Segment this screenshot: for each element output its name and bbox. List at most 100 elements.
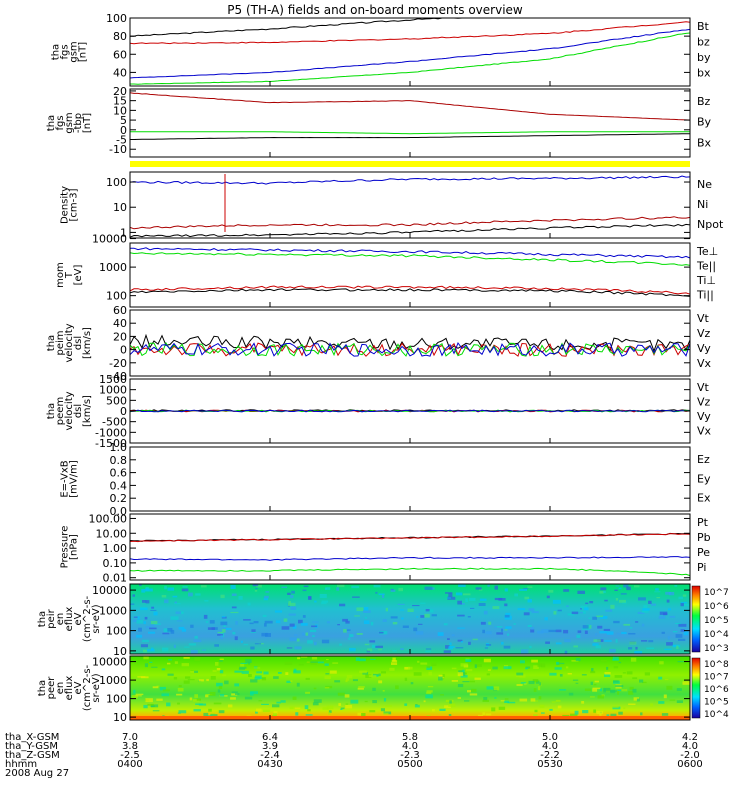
- spectrogram-cell: [150, 609, 157, 611]
- spectrogram-cell: [606, 666, 609, 670]
- y-tick-label: 10: [113, 201, 127, 214]
- spectrogram-cell: [321, 600, 329, 603]
- spectrogram-cell: [289, 706, 295, 710]
- spectrogram-cell: [150, 620, 158, 625]
- spectrogram-cell: [623, 584, 629, 588]
- spectrogram-cell: [264, 623, 267, 627]
- legend-ey: Ey: [697, 472, 711, 485]
- spectrogram-cell: [133, 619, 139, 622]
- spectrogram-cell: [613, 680, 619, 683]
- spectrogram-cell: [466, 669, 473, 672]
- spectrogram-cell: [378, 593, 385, 596]
- spectrogram-cell: [234, 670, 243, 673]
- spectrogram-cell: [426, 665, 431, 668]
- spectrogram-cell: [210, 676, 216, 680]
- spectrogram-cell: [482, 712, 486, 715]
- y-axis-label: peem: [55, 397, 66, 425]
- spectrogram-cell: [553, 611, 557, 615]
- spectrogram-cell: [467, 616, 471, 618]
- y-tick-label: 10.00: [96, 527, 128, 540]
- spectrogram-cell: [619, 658, 624, 660]
- orbit-value: 0530: [537, 759, 562, 770]
- spectrogram-cell: [224, 680, 229, 685]
- spectrogram-cell: [192, 699, 200, 702]
- spectrogram-cell: [613, 666, 619, 669]
- series-line-red: [129, 285, 691, 295]
- y-tick-label: 60: [113, 48, 127, 61]
- spectrogram-cell: [491, 707, 496, 712]
- spectrogram-cell: [286, 680, 291, 683]
- spectrogram-cell: [567, 613, 574, 616]
- spectrogram-cell: [370, 621, 374, 626]
- spectrogram-cell: [359, 670, 367, 674]
- spectrogram-cell: [682, 681, 690, 685]
- spectrogram-cell: [622, 672, 626, 674]
- series-line-green: [130, 32, 691, 85]
- spectrogram-cell: [278, 672, 282, 674]
- spectrogram-cell: [420, 662, 428, 665]
- spectrogram-cell: [483, 610, 488, 615]
- spectrogram-cell: [173, 644, 176, 648]
- spectrogram-cell: [484, 647, 488, 649]
- spectrogram-cell: [663, 694, 667, 699]
- spectrogram-cell: [297, 657, 301, 660]
- y-tick-label: 0.4: [110, 479, 128, 492]
- spectrogram-cell: [378, 648, 382, 651]
- spectrogram-cell: [174, 601, 177, 604]
- spectrogram-cell: [655, 588, 659, 591]
- spectrogram-cell: [390, 616, 398, 619]
- spectrogram-cell: [340, 708, 343, 710]
- y-tick-label: 1000: [99, 384, 127, 397]
- spectrogram-cell: [203, 712, 209, 717]
- spectrogram-cell: [253, 621, 259, 624]
- spectrogram-cell: [164, 599, 169, 604]
- spectrogram-cell: [135, 693, 144, 696]
- spectrogram-cell: [666, 685, 673, 690]
- orbit-row-label: hhmm: [5, 759, 37, 770]
- spectrogram-cell: [310, 661, 318, 663]
- y-axis-label: [nT]: [78, 42, 89, 62]
- spectrogram-cell: [537, 663, 542, 667]
- spectrogram-cell: [369, 710, 376, 713]
- colorbar-tick-label: 10^4: [704, 630, 729, 640]
- spectrogram-cell: [413, 672, 422, 676]
- spectrogram-cell: [204, 600, 209, 602]
- spectrogram-cell: [458, 670, 464, 674]
- spectrogram-cell: [245, 659, 252, 663]
- spectrogram-cell: [261, 703, 269, 705]
- spectrogram-cell: [415, 704, 418, 706]
- spectrogram-cell: [496, 632, 504, 635]
- y-axis-label: eflux: [64, 607, 75, 632]
- spectrogram-cell: [162, 647, 169, 652]
- orbit-value: -2.0: [680, 750, 700, 761]
- spectrogram-cell: [152, 710, 160, 712]
- spectrogram-cell: [523, 588, 529, 590]
- y-axis-label: [km/s]: [82, 395, 93, 427]
- y-tick-label: 10000: [92, 656, 127, 669]
- spectrogram-cell: [193, 639, 202, 643]
- spectrogram-cell: [503, 666, 512, 670]
- spectrogram-cell: [650, 703, 653, 707]
- spectrogram-cell: [135, 695, 142, 697]
- spectrogram-cell: [389, 667, 395, 671]
- spectrogram-cell: [424, 613, 430, 618]
- spectrogram-cell: [548, 629, 556, 633]
- legend-bz: Bz: [697, 95, 711, 108]
- spectrogram-cell: [545, 641, 550, 644]
- spectrogram-cell: [676, 688, 682, 691]
- spectrogram-cell: [231, 593, 237, 596]
- spectrogram-cell: [417, 660, 420, 663]
- panel-peem_velocity: [129, 378, 691, 444]
- spectrogram-cell: [668, 608, 671, 611]
- spectrogram-cell: [141, 589, 146, 593]
- legend-vx: Vx: [697, 357, 712, 370]
- spectrogram-cell: [300, 622, 308, 626]
- spectrogram-cell: [635, 621, 639, 623]
- colorbar: [691, 657, 701, 719]
- y-tick-label: -1500: [95, 437, 127, 450]
- spectrogram-cell: [352, 596, 360, 598]
- legend-vy: Vy: [697, 410, 711, 423]
- spectrogram-cell: [429, 609, 434, 613]
- spectrogram-cell: [439, 708, 446, 711]
- panel-fgs_gsm: [129, 17, 691, 87]
